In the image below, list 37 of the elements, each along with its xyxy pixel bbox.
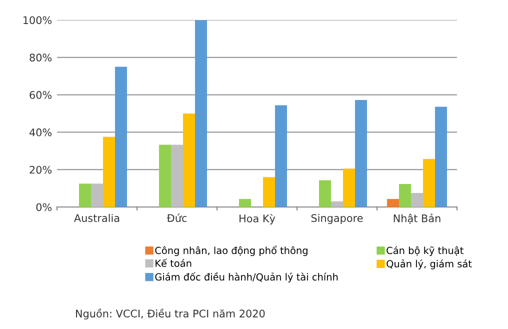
bar bbox=[195, 20, 207, 207]
y-tick-label: 0% bbox=[36, 203, 52, 212]
legend-label: Công nhân, lao động phổ thông bbox=[155, 246, 308, 256]
legend-label: Cán bộ kỹ thuật bbox=[386, 246, 464, 256]
bar bbox=[399, 184, 411, 207]
x-tick-label: Nhật Bản bbox=[394, 214, 440, 224]
bar bbox=[239, 198, 251, 207]
bar bbox=[79, 184, 91, 207]
bar bbox=[263, 177, 275, 207]
bar bbox=[183, 114, 195, 207]
bar bbox=[275, 105, 287, 207]
y-tick-label: 60% bbox=[30, 91, 52, 99]
legend-label: Giám đốc điều hành/Quản lý tài chính bbox=[155, 272, 338, 282]
x-tick-label: Australia bbox=[74, 214, 120, 222]
bar bbox=[355, 100, 367, 207]
x-tick-label: Đức bbox=[166, 214, 187, 222]
bar bbox=[411, 192, 423, 207]
bar bbox=[159, 144, 171, 207]
bar bbox=[103, 136, 115, 207]
bar bbox=[387, 198, 399, 207]
bar bbox=[343, 168, 355, 207]
bar bbox=[435, 106, 447, 207]
y-tick-label: 20% bbox=[30, 166, 52, 174]
bar bbox=[171, 144, 183, 207]
bar bbox=[115, 66, 127, 207]
x-tick-label: Hoa Kỳ bbox=[240, 214, 276, 224]
y-tick-label: 80% bbox=[30, 54, 52, 62]
bar bbox=[319, 180, 331, 207]
legend-label: Quản lý, giám sát bbox=[386, 259, 472, 270]
bar bbox=[91, 184, 103, 207]
text: Nguồn: VCCI, Điều tra PCI năm 2020 bbox=[76, 308, 265, 320]
bar bbox=[423, 158, 435, 207]
y-tick-label: 40% bbox=[29, 128, 52, 136]
legend-label: Kế toán bbox=[156, 258, 192, 267]
x-tick-label: Singapore bbox=[311, 214, 363, 224]
y-tick-label: 100% bbox=[24, 16, 52, 24]
bar bbox=[331, 201, 343, 207]
